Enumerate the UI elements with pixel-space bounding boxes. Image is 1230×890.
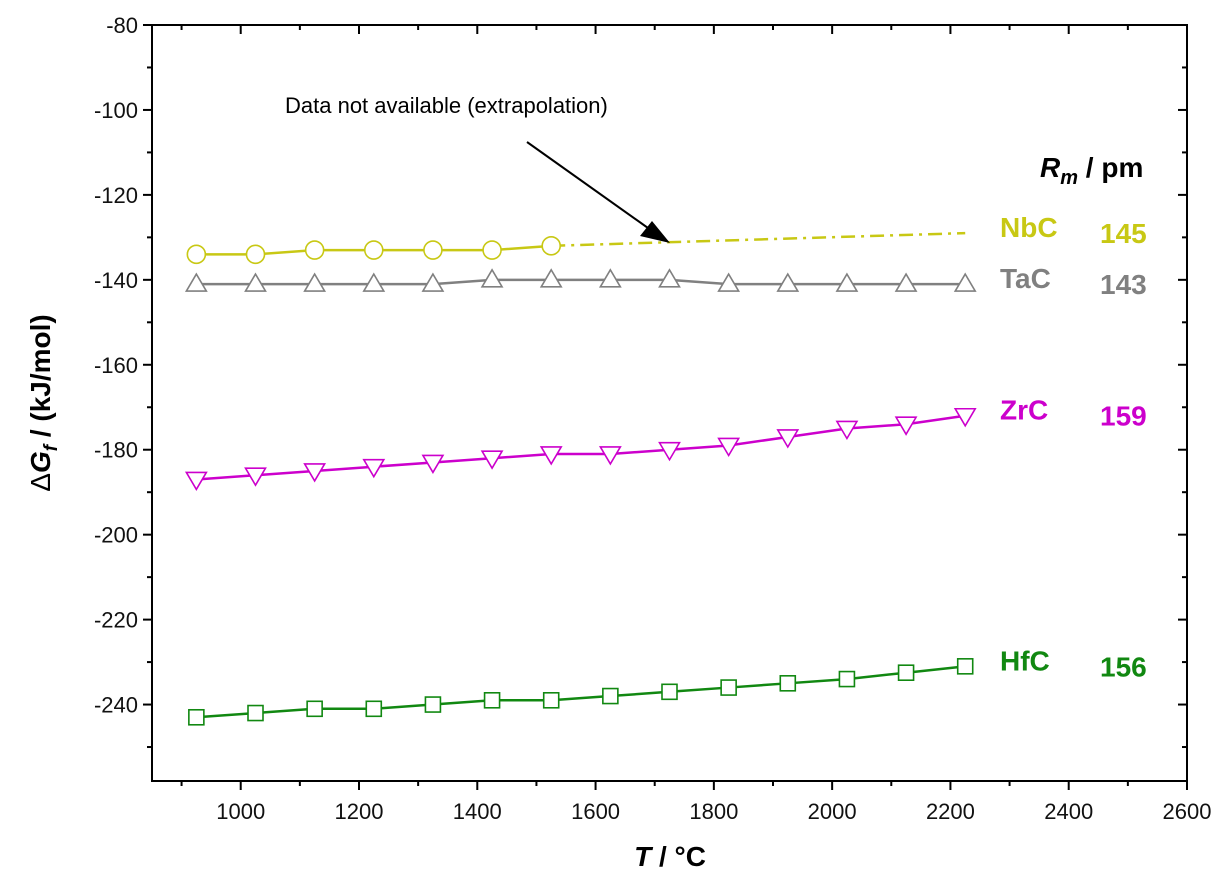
x-axis-symbol: T (634, 841, 654, 872)
series-zrc-point (244, 467, 267, 487)
y-tick-label: -100 (94, 98, 138, 123)
series-zrc-radius: 159 (1100, 401, 1147, 432)
series-nbc-point (245, 244, 266, 265)
y-tick-label: -180 (94, 438, 138, 463)
series-nbc-point (304, 240, 325, 260)
legend-header-symbol: R (1040, 152, 1061, 183)
x-tick-label: 2000 (808, 799, 857, 824)
series-tac-point (835, 272, 859, 292)
series-zrc-point (953, 407, 977, 428)
extrapolation-annotation: Data not available (extrapolation) (285, 93, 608, 118)
series-hfc-line (196, 665, 966, 719)
y-tick-label: -160 (94, 353, 138, 378)
series-hfc-point (897, 664, 915, 681)
y-axis-subscript: f (41, 443, 62, 451)
series-tac-radius: 143 (1100, 269, 1147, 300)
series-zrc-point (598, 446, 622, 466)
series-nbc-point (541, 236, 562, 256)
series-nbc-point (363, 240, 384, 260)
series-tac-point (303, 272, 327, 292)
series-zrc-point (894, 416, 918, 436)
x-tick-label: 1800 (689, 799, 738, 824)
series-nbc-point (482, 240, 502, 260)
series-hfc-point (779, 675, 797, 692)
series-hfc-point (542, 692, 560, 709)
series-hfc-point (602, 687, 619, 705)
series-tac-point (184, 272, 208, 292)
series-tac-point (480, 268, 504, 288)
series-zrc-point (539, 446, 563, 466)
series-hfc-point (720, 679, 737, 696)
y-tick-label: -240 (94, 693, 138, 718)
series-nbc-point (423, 240, 443, 260)
series-zrc-point (658, 441, 681, 462)
series-zrc-label: ZrC (1000, 395, 1048, 426)
series-tac-point (598, 268, 622, 288)
series-hfc-point (188, 708, 205, 726)
annotation-arrowhead (640, 221, 670, 243)
y-tick-label: -200 (94, 523, 138, 548)
x-tick-label: 2600 (1163, 799, 1212, 824)
series-zrc-point (184, 471, 208, 492)
series-tac-point (539, 268, 563, 288)
series-hfc-radius: 156 (1100, 651, 1147, 682)
y-tick-label: -120 (94, 183, 138, 208)
series-tac-point (421, 272, 445, 292)
x-tick-label: 1600 (571, 799, 620, 824)
series-nbc-radius: 145 (1100, 218, 1147, 249)
series-zrc-point (362, 458, 386, 479)
annotation-arrow-line (526, 141, 656, 234)
series-tac-point (953, 272, 977, 292)
x-tick-label: 1400 (453, 799, 502, 824)
legend-header-subscript: m (1060, 167, 1078, 189)
y-tick-label: -220 (94, 608, 138, 633)
series-hfc-point (365, 700, 383, 718)
y-axis-unit: / (kJ/mol) (25, 314, 56, 445)
series-tac-label: TaC (1000, 263, 1051, 294)
series-hfc-point (247, 704, 264, 722)
plot-frame (151, 24, 1188, 782)
series-zrc-point (421, 454, 445, 475)
series-tac-point (894, 272, 918, 292)
series-tac-point (658, 268, 681, 288)
series-tac-point (776, 272, 800, 292)
series-zrc-point (303, 463, 327, 483)
series-zrc-point (717, 437, 741, 458)
series-hfc-label: HfC (1000, 645, 1050, 676)
series-hfc-point (838, 670, 856, 688)
series-zrc-point (776, 429, 800, 449)
x-axis-title: T / °C (634, 841, 706, 872)
x-axis-unit: / °C (651, 841, 706, 872)
series-hfc-point (483, 692, 501, 709)
y-tick-label: -140 (94, 268, 138, 293)
x-tick-label: 1200 (335, 799, 384, 824)
series-hfc-point (306, 700, 323, 718)
series-hfc-point (424, 696, 442, 713)
y-axis-prefix: Δ (25, 473, 56, 492)
series-layer: NbC 145 TaC 143 ZrC 159 HfC 156 (184, 212, 1147, 726)
x-tick-label: 2200 (926, 799, 975, 824)
y-axis-title: ΔGf / (kJ/mol) (25, 314, 62, 492)
series-hfc-point (661, 683, 678, 701)
legend-header-unit: / pm (1078, 152, 1143, 183)
series-tac-point (244, 272, 267, 292)
series-nbc-label: NbC (1000, 212, 1058, 243)
series-tac-line (196, 278, 966, 286)
x-tick-label: 1000 (216, 799, 265, 824)
series-tac-point (717, 272, 741, 292)
series-nbc-extrapolation (551, 231, 966, 248)
x-tick-label: 2400 (1044, 799, 1093, 824)
series-zrc-point (480, 450, 504, 470)
series-hfc-point (956, 658, 974, 675)
series-zrc-line (196, 414, 966, 481)
legend-header: Rm / pm (1040, 152, 1143, 189)
series-nbc-point (186, 244, 207, 265)
ticks: 1000 1200 1400 1600 1800 2000 2200 2400 2600 -80 -… (94, 13, 1212, 824)
series-zrc-point (835, 420, 859, 441)
y-axis-symbol: G (25, 451, 56, 473)
y-tick-label: -80 (106, 13, 138, 38)
series-tac-point (362, 272, 386, 292)
